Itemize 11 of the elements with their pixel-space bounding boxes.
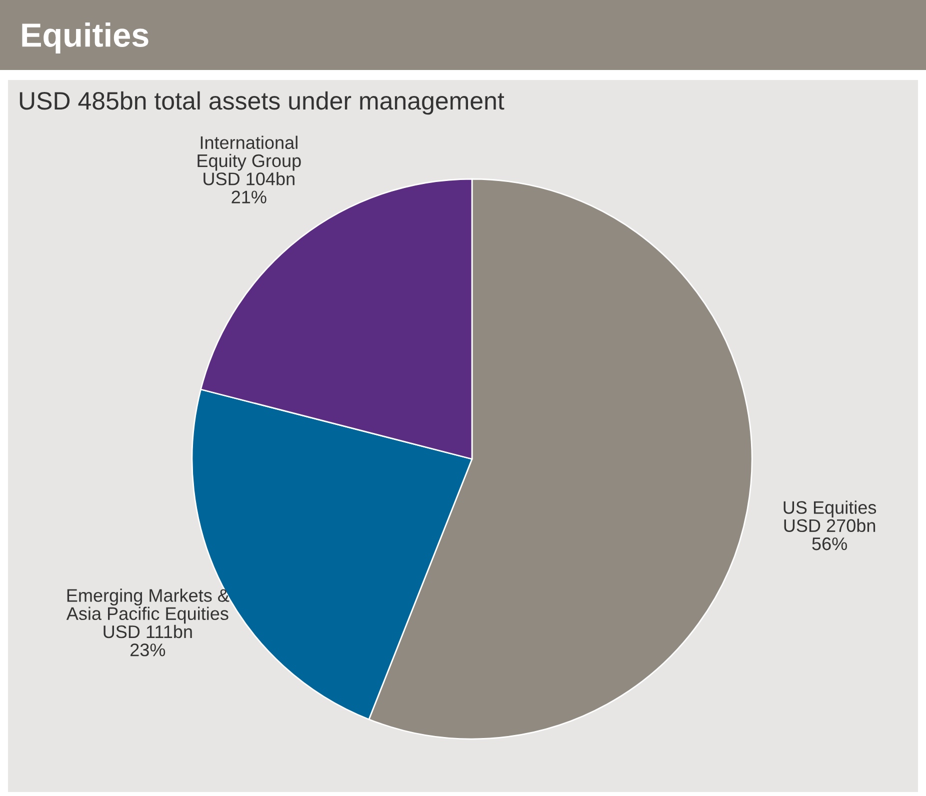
chart-title: Equities <box>22 22 148 54</box>
text: USD 104bn <box>204 172 294 186</box>
data-label: 21% <box>232 190 266 204</box>
data-label: 23% <box>130 644 166 656</box>
text: USD 270bn <box>784 518 876 532</box>
slice-label: Emerging Markets & Asia Pacific Equities <box>66 588 230 624</box>
slice-label: International Equity Group <box>198 136 301 171</box>
text: USD 111bn <box>104 624 192 638</box>
slice-label: US Equities <box>784 500 876 518</box>
chart-subtitle: USD 485bn total assets under management <box>20 91 504 115</box>
data-label: 56% <box>812 537 847 550</box>
